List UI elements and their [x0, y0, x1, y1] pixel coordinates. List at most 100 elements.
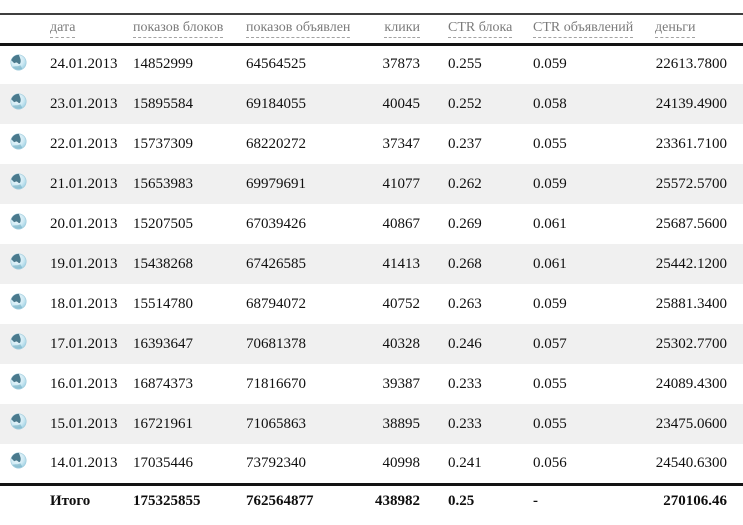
globe-chart-icon[interactable] [10, 452, 27, 469]
column-header-ctr-ads: CTR объявлений [533, 14, 655, 44]
table-row: 24.01.2013 14852999 64564525 37873 0.255… [0, 44, 743, 84]
sort-link-date[interactable]: дата [50, 20, 76, 38]
ctr-block-cell: 0.233 [448, 375, 482, 392]
icon-cell [0, 444, 40, 484]
total-icon-cell [0, 484, 40, 518]
globe-chart-icon[interactable] [10, 173, 27, 190]
globe-chart-icon[interactable] [10, 54, 27, 71]
clicks-cell: 39387 [382, 375, 421, 392]
sort-link-money[interactable]: деньги [655, 20, 696, 38]
globe-chart-icon[interactable] [10, 133, 27, 150]
block-shows-cell: 15653983 [133, 175, 193, 192]
globe-chart-icon[interactable] [10, 293, 27, 310]
ctr-ads-cell: 0.059 [533, 175, 567, 192]
money-cell: 24139.4900 [655, 95, 727, 112]
sort-link-clicks[interactable]: клики [384, 20, 420, 38]
ctr-ads-cell: 0.055 [533, 415, 567, 432]
clicks-cell: 38895 [382, 415, 421, 432]
ctr-block-cell: 0.241 [448, 454, 482, 471]
ctr-block-cell: 0.252 [448, 95, 482, 112]
money-cell: 22613.7800 [655, 56, 727, 73]
globe-chart-icon[interactable] [10, 93, 27, 110]
icon-cell [0, 404, 40, 444]
sort-link-ad-shows[interactable]: показов объявлений [246, 20, 350, 38]
block-shows-cell: 17035446 [133, 454, 193, 471]
date-cell: 16.01.2013 [50, 375, 118, 392]
ctr-ads-cell: 0.059 [533, 295, 567, 312]
ctr-block-cell: 0.246 [448, 335, 482, 352]
icon-cell [0, 324, 40, 364]
ctr-block-cell: 0.233 [448, 415, 482, 432]
column-header-money: деньги [655, 14, 743, 44]
icon-cell [0, 244, 40, 284]
icon-cell [0, 164, 40, 204]
block-shows-cell: 15895584 [133, 95, 193, 112]
money-cell: 25881.3400 [655, 295, 727, 312]
globe-chart-icon[interactable] [10, 213, 27, 230]
ad-shows-cell: 71816670 [246, 375, 306, 392]
icon-cell [0, 84, 40, 124]
ctr-ads-cell: 0.055 [533, 135, 567, 152]
money-cell: 25572.5700 [655, 175, 727, 192]
money-cell: 23475.0600 [655, 415, 727, 432]
globe-chart-icon[interactable] [10, 333, 27, 350]
table-row: 23.01.2013 15895584 69184055 40045 0.252… [0, 84, 743, 124]
globe-chart-icon[interactable] [10, 253, 27, 270]
clicks-cell: 40867 [382, 215, 421, 232]
statistics-table: дата показов блоков показов объявлений к… [0, 13, 743, 518]
clicks-cell: 40045 [382, 95, 421, 112]
total-ctr-ads: - [533, 493, 538, 510]
table-row: 14.01.2013 17035446 73792340 40998 0.241… [0, 444, 743, 484]
money-cell: 24540.6300 [655, 454, 727, 471]
icon-cell [0, 284, 40, 324]
total-label: Итого [50, 493, 91, 510]
total-block-shows: 175325855 [133, 493, 201, 510]
ad-shows-cell: 67039426 [246, 215, 306, 232]
ad-shows-cell: 69184055 [246, 95, 306, 112]
table-row: 22.01.2013 15737309 68220272 37347 0.237… [0, 124, 743, 164]
date-cell: 18.01.2013 [50, 295, 118, 312]
ctr-ads-cell: 0.056 [533, 454, 567, 471]
ctr-block-cell: 0.262 [448, 175, 482, 192]
ctr-ads-cell: 0.061 [533, 215, 567, 232]
date-cell: 17.01.2013 [50, 335, 118, 352]
ad-shows-cell: 71065863 [246, 415, 306, 432]
block-shows-cell: 14852999 [133, 56, 193, 73]
column-header-ad-shows: показов объявлений [246, 14, 350, 44]
ad-shows-cell: 73792340 [246, 454, 306, 471]
block-shows-cell: 15438268 [133, 255, 193, 272]
date-cell: 14.01.2013 [50, 454, 118, 471]
icon-cell [0, 44, 40, 84]
clicks-cell: 40998 [382, 454, 421, 471]
sort-link-ctr-block[interactable]: CTR блока [448, 20, 513, 38]
clicks-cell: 40328 [382, 335, 421, 352]
sort-link-block-shows[interactable]: показов блоков [133, 20, 224, 38]
ad-shows-cell: 68220272 [246, 135, 306, 152]
globe-chart-icon[interactable] [10, 413, 27, 430]
table-row: 17.01.2013 16393647 70681378 40328 0.246… [0, 324, 743, 364]
icon-cell [0, 204, 40, 244]
ctr-block-cell: 0.268 [448, 255, 482, 272]
date-cell: 20.01.2013 [50, 215, 118, 232]
clicks-cell: 37347 [382, 135, 421, 152]
ad-shows-cell: 64564525 [246, 56, 306, 73]
money-cell: 24089.4300 [655, 375, 727, 392]
ctr-ads-cell: 0.057 [533, 335, 567, 352]
ctr-block-cell: 0.269 [448, 215, 482, 232]
sort-link-ctr-ads[interactable]: CTR объявлений [533, 20, 634, 38]
icon-cell [0, 124, 40, 164]
icon-cell [0, 364, 40, 404]
globe-chart-icon[interactable] [10, 373, 27, 390]
date-cell: 19.01.2013 [50, 255, 118, 272]
column-header-date: дата [40, 14, 133, 44]
clicks-cell: 40752 [382, 295, 421, 312]
table-row: 19.01.2013 15438268 67426585 41413 0.268… [0, 244, 743, 284]
date-cell: 24.01.2013 [50, 56, 118, 73]
ctr-block-cell: 0.263 [448, 295, 482, 312]
ad-shows-cell: 70681378 [246, 335, 306, 352]
block-shows-cell: 16393647 [133, 335, 193, 352]
ad-shows-cell: 69979691 [246, 175, 306, 192]
date-cell: 22.01.2013 [50, 135, 118, 152]
date-cell: 23.01.2013 [50, 95, 118, 112]
